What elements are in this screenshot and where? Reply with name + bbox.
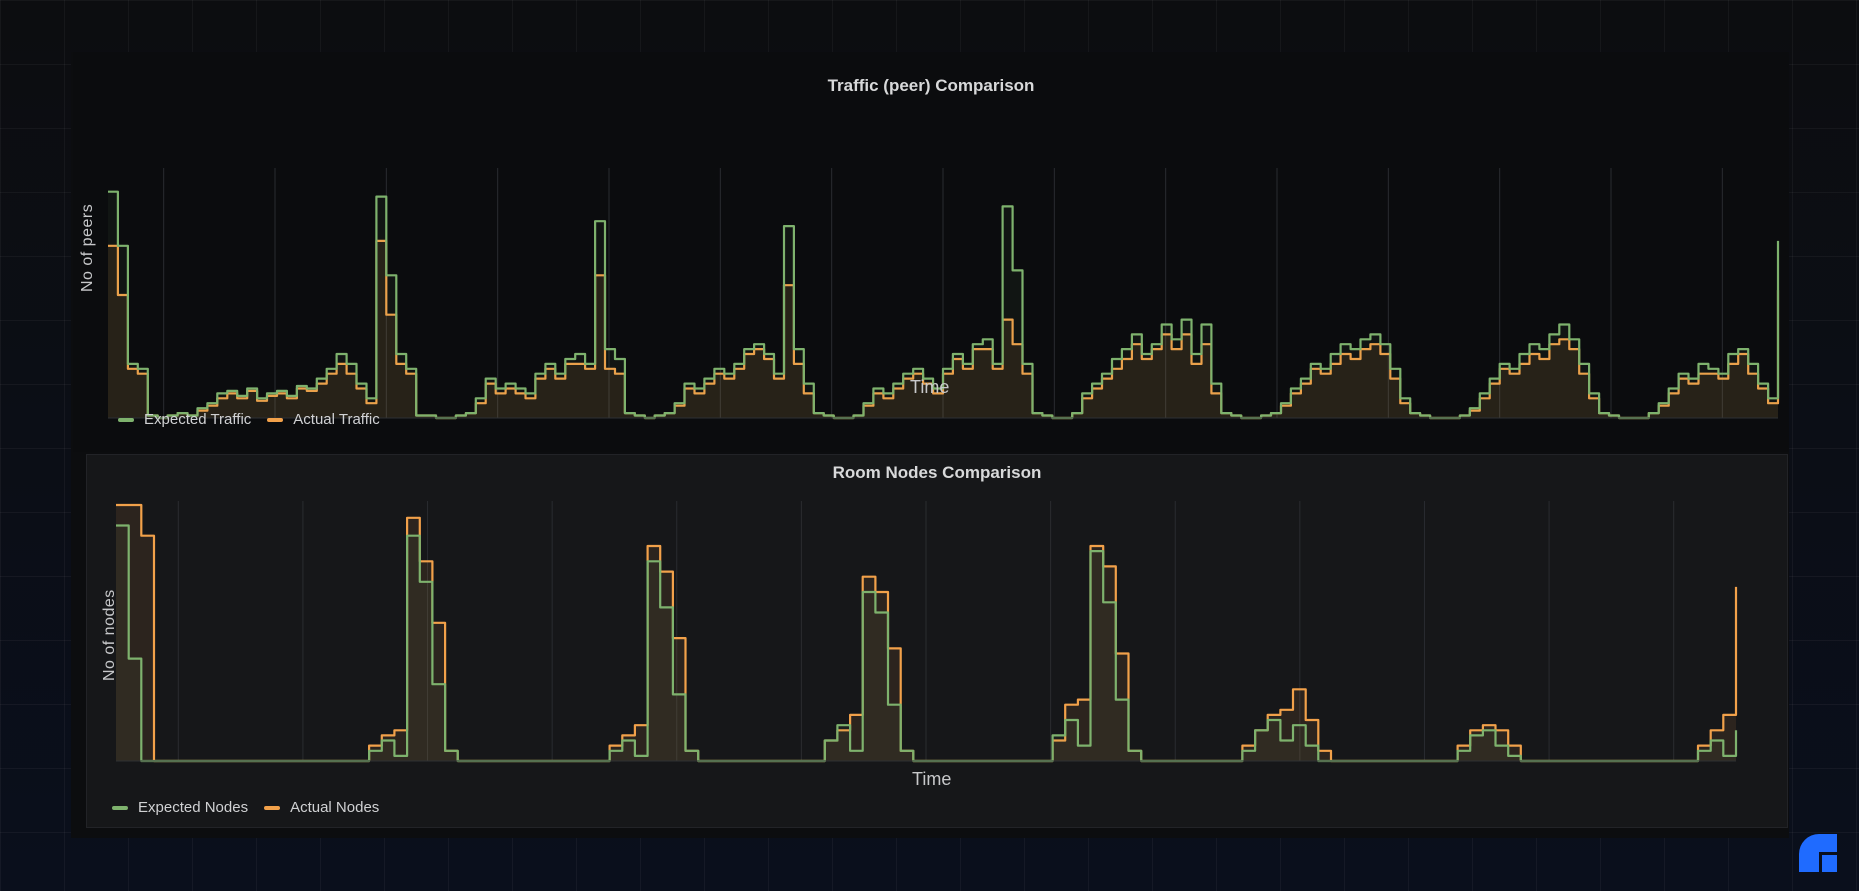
legend: Expected Nodes Actual Nodes bbox=[112, 799, 395, 816]
legend-item-actual-traffic[interactable]: Actual Traffic bbox=[267, 411, 380, 428]
legend-label: Actual Traffic bbox=[293, 411, 380, 428]
legend-label: Expected Traffic bbox=[144, 411, 252, 428]
series-area bbox=[108, 191, 1778, 418]
y-axis-label: No of peers bbox=[79, 203, 96, 292]
series-area bbox=[108, 240, 1778, 418]
traffic-chart bbox=[108, 168, 1780, 420]
legend-swatch bbox=[264, 805, 281, 810]
series-line-expected-traffic bbox=[108, 190, 1780, 420]
nodes-panel: Room Nodes Comparison No of nodes Time E… bbox=[86, 454, 1788, 828]
x-axis-label: Time bbox=[912, 769, 952, 789]
panel-title: Traffic (peer) Comparison bbox=[827, 76, 1035, 95]
legend-item-expected-nodes[interactable]: Expected Nodes bbox=[112, 799, 248, 816]
quadrant-logo-icon bbox=[1799, 834, 1837, 872]
series-area bbox=[116, 505, 1736, 761]
x-axis-label: Time bbox=[910, 377, 950, 397]
grid bbox=[177, 501, 1675, 761]
legend-swatch bbox=[118, 417, 134, 422]
nodes-chart bbox=[116, 501, 1738, 763]
legend-swatch bbox=[267, 417, 284, 422]
legend-label: Expected Nodes bbox=[138, 799, 249, 816]
legend-label: Actual Nodes bbox=[290, 799, 380, 816]
legend-swatch bbox=[112, 805, 128, 810]
legend-item-actual-nodes[interactable]: Actual Nodes bbox=[264, 799, 379, 816]
legend: Expected Traffic Actual Traffic bbox=[118, 411, 396, 428]
traffic-panel: Traffic (peer) Comparison No of peers Ti… bbox=[73, 52, 1789, 452]
panel-title: Room Nodes Comparison bbox=[832, 463, 1042, 482]
legend-item-expected-traffic[interactable]: Expected Traffic bbox=[118, 411, 251, 428]
